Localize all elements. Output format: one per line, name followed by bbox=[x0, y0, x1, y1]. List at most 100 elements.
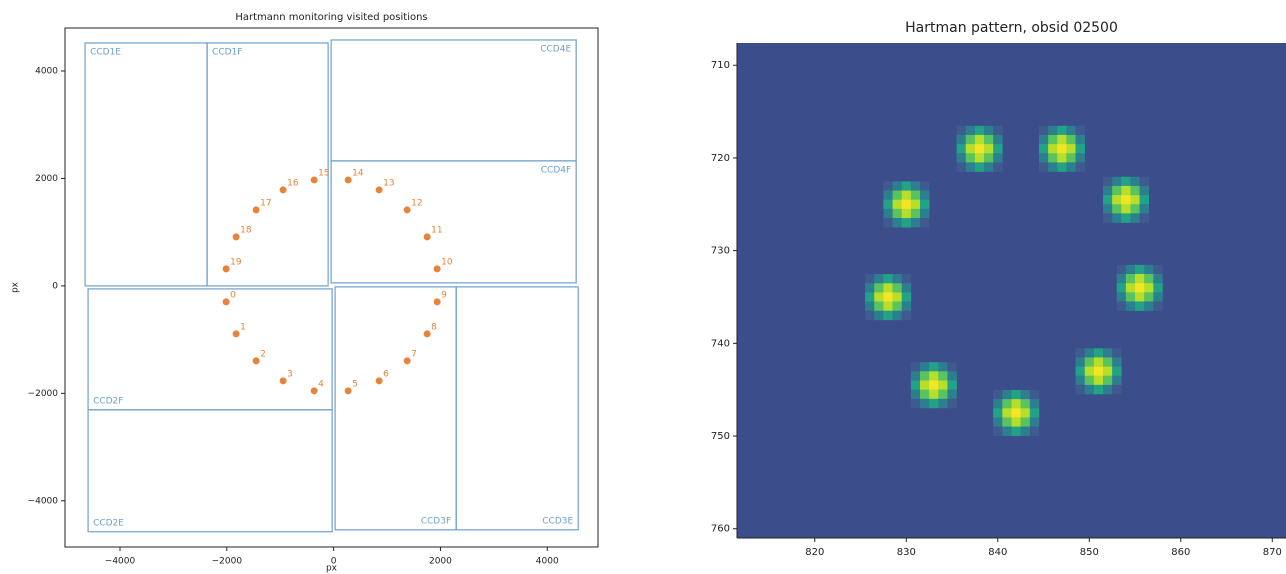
spot-pixel bbox=[1012, 399, 1021, 408]
spot-pixel bbox=[1103, 213, 1112, 222]
spot-pixel bbox=[1030, 390, 1039, 399]
point bbox=[233, 233, 240, 240]
ccd-outline bbox=[331, 40, 576, 161]
spot-pixel bbox=[920, 200, 929, 209]
ccd-outline bbox=[88, 410, 332, 532]
spot-pixel bbox=[1135, 292, 1144, 301]
spot-pixel bbox=[1130, 213, 1139, 222]
spot-pixel bbox=[1002, 390, 1011, 399]
spot-pixel bbox=[1012, 427, 1021, 436]
spot-pixel bbox=[957, 144, 966, 153]
ccd-outline bbox=[88, 289, 332, 410]
spot-pixel bbox=[1048, 135, 1057, 144]
spot-pixel bbox=[1144, 274, 1153, 283]
point-label: 10 bbox=[441, 257, 453, 267]
point-label: 8 bbox=[431, 322, 437, 332]
spot-pixel bbox=[1112, 204, 1121, 213]
y-tick-label: 720 bbox=[711, 153, 730, 164]
spot-pixel bbox=[966, 144, 975, 153]
spot bbox=[993, 390, 1039, 436]
spot-pixel bbox=[1103, 204, 1112, 213]
spot-pixel bbox=[1066, 162, 1075, 171]
point bbox=[233, 330, 240, 337]
spot bbox=[1039, 126, 1085, 172]
spot-pixel bbox=[1126, 292, 1135, 301]
spot-pixel bbox=[1039, 135, 1048, 144]
spot-pixel bbox=[1117, 265, 1126, 274]
spot-pixel bbox=[1085, 348, 1094, 357]
spot-pixel bbox=[1126, 301, 1135, 310]
spot-pixel bbox=[929, 399, 938, 408]
x-tick-label: 2000 bbox=[429, 557, 452, 567]
spot-pixel bbox=[1140, 213, 1149, 222]
spot-pixel bbox=[1085, 357, 1094, 366]
spot-pixel bbox=[1130, 204, 1139, 213]
spot-pixel bbox=[1048, 144, 1057, 153]
spot-pixel bbox=[920, 362, 929, 371]
spot-pixel bbox=[911, 200, 920, 209]
spot bbox=[1103, 177, 1149, 223]
x-tick-label: 870 bbox=[1263, 547, 1282, 558]
spot-pixel bbox=[1030, 408, 1039, 417]
spot-pixel bbox=[902, 302, 911, 311]
spot-pixel bbox=[957, 135, 966, 144]
spot-pixel bbox=[911, 209, 920, 218]
spot-pixel bbox=[1002, 417, 1011, 426]
spot-pixel bbox=[1130, 195, 1139, 204]
spot-pixel bbox=[975, 135, 984, 144]
spot-pixel bbox=[1103, 385, 1112, 394]
spot-pixel bbox=[874, 283, 883, 292]
point-label: 0 bbox=[230, 290, 236, 300]
spot-pixel bbox=[957, 126, 966, 135]
y-tick-label: −4000 bbox=[28, 496, 59, 506]
spot-pixel bbox=[938, 390, 947, 399]
spot-pixel bbox=[1030, 399, 1039, 408]
ccd-outline bbox=[207, 43, 328, 286]
spot-pixel bbox=[1121, 177, 1130, 186]
point-label: 17 bbox=[260, 198, 271, 208]
spot-pixel bbox=[865, 302, 874, 311]
spot-pixel bbox=[1021, 427, 1030, 436]
point-label: 7 bbox=[411, 349, 417, 359]
spot-pixel bbox=[957, 162, 966, 171]
spot-pixel bbox=[893, 311, 902, 320]
spot-pixel bbox=[883, 283, 892, 292]
x-tick-label: 860 bbox=[1171, 547, 1190, 558]
spot-pixel bbox=[893, 283, 902, 292]
spot-pixel bbox=[911, 181, 920, 190]
spot-pixel bbox=[1057, 144, 1066, 153]
spot-pixel bbox=[1002, 408, 1011, 417]
spot-pixel bbox=[883, 200, 892, 209]
spot-pixel bbox=[938, 371, 947, 380]
spot bbox=[1117, 265, 1163, 311]
spot-pixel bbox=[975, 162, 984, 171]
ccd-outline bbox=[85, 43, 207, 286]
spot-pixel bbox=[1121, 204, 1130, 213]
spot-pixel bbox=[1121, 213, 1130, 222]
spot-pixel bbox=[893, 181, 902, 190]
spot-pixel bbox=[874, 311, 883, 320]
spot-pixel bbox=[966, 153, 975, 162]
spot-pixel bbox=[1076, 153, 1085, 162]
spot-pixel bbox=[902, 209, 911, 218]
spot-pixel bbox=[1112, 376, 1121, 385]
spot-pixel bbox=[1030, 427, 1039, 436]
point bbox=[424, 330, 431, 337]
spot-pixel bbox=[1140, 204, 1149, 213]
spot-pixel bbox=[984, 144, 993, 153]
spot-pixel bbox=[1085, 367, 1094, 376]
spot-pixel bbox=[920, 380, 929, 389]
point bbox=[424, 233, 431, 240]
spot-pixel bbox=[874, 302, 883, 311]
spot-pixel bbox=[1103, 177, 1112, 186]
y-tick-label: 760 bbox=[711, 524, 730, 535]
spot-pixel bbox=[1103, 195, 1112, 204]
spot-pixel bbox=[993, 427, 1002, 436]
spot-pixel bbox=[920, 371, 929, 380]
spot-pixel bbox=[993, 135, 1002, 144]
spot-pixel bbox=[993, 417, 1002, 426]
spot bbox=[865, 274, 911, 320]
spot-pixel bbox=[1039, 126, 1048, 135]
spot-pixel bbox=[1126, 283, 1135, 292]
spot-pixel bbox=[929, 371, 938, 380]
